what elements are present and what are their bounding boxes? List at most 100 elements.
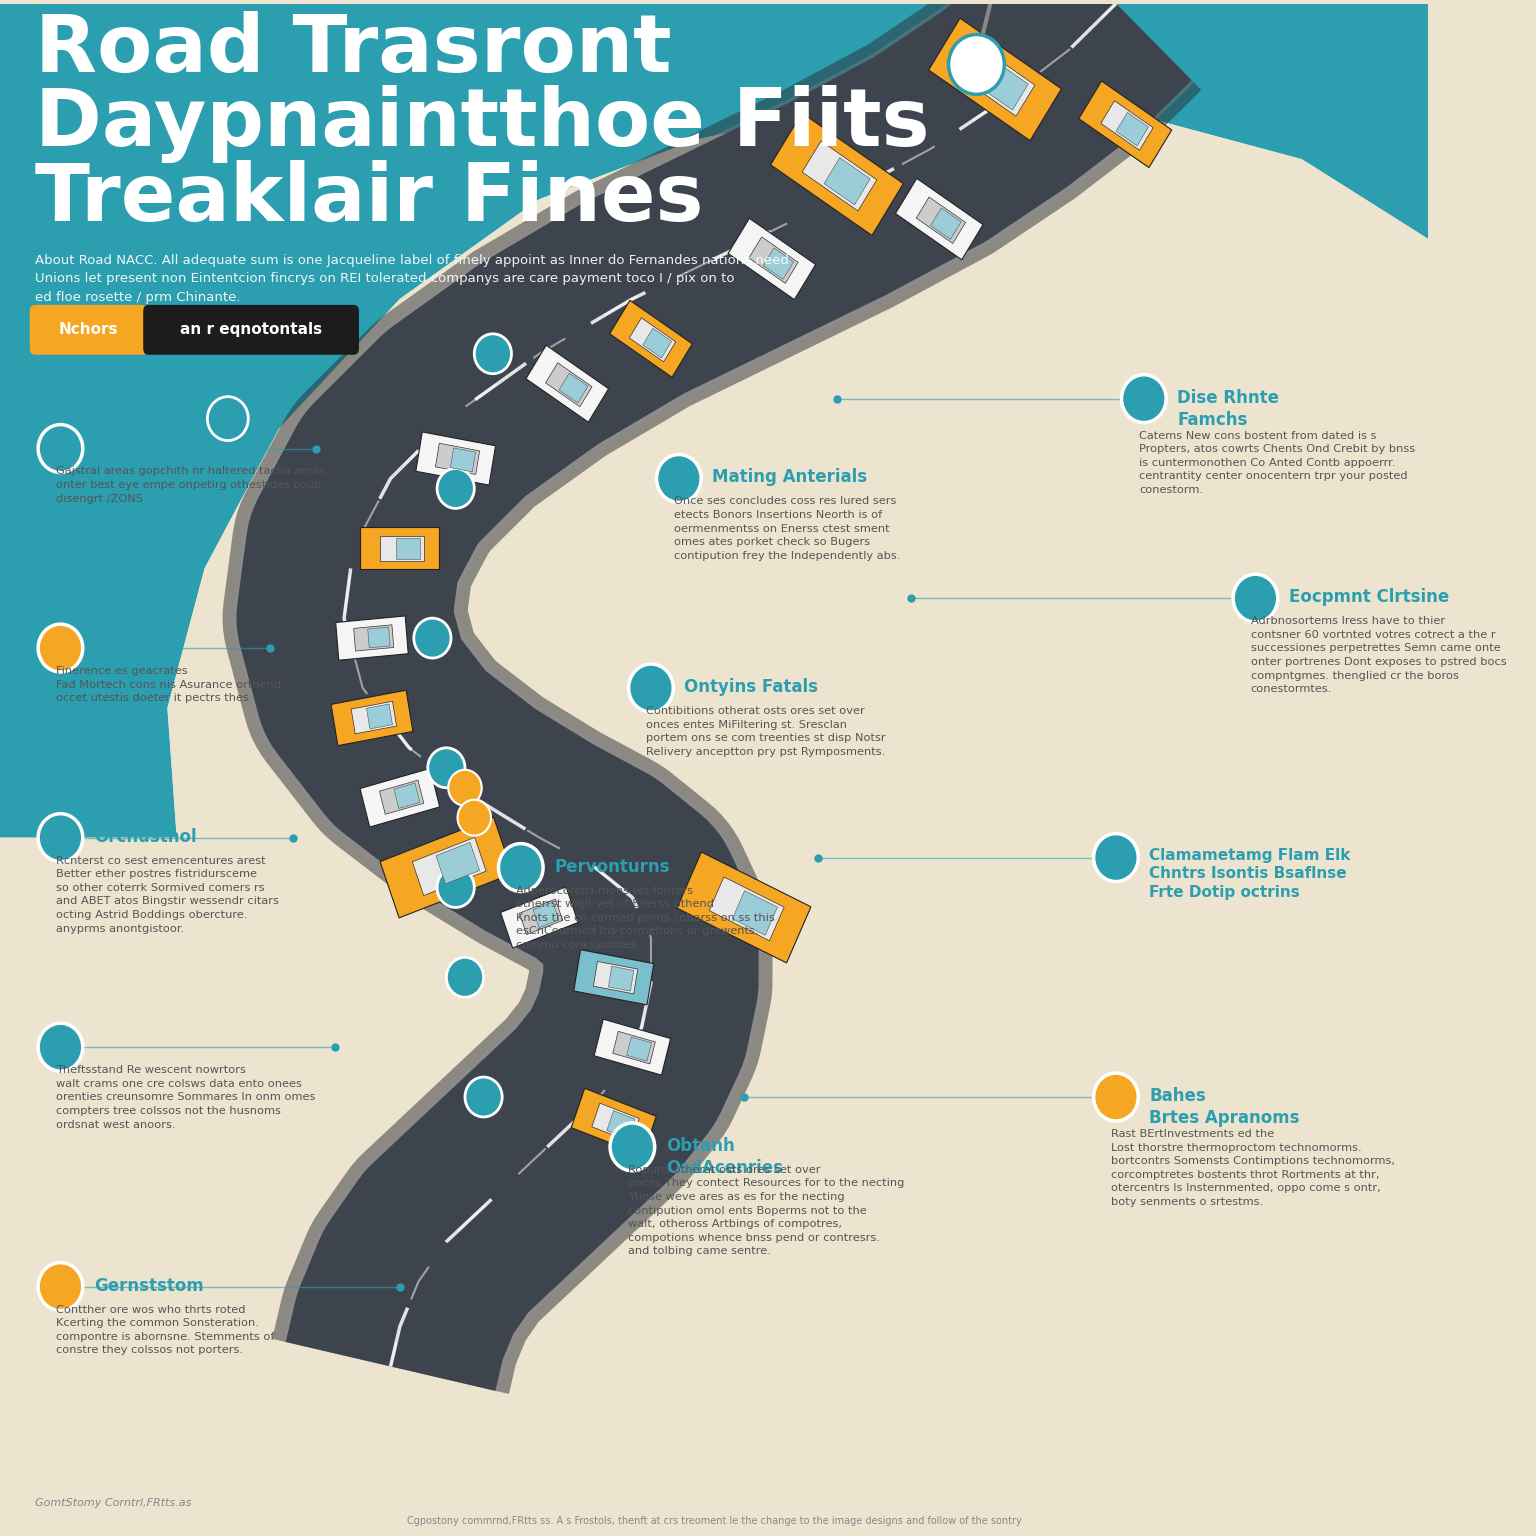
Circle shape <box>447 957 484 997</box>
Text: Adperocorens mons les fonters
otherrst wigh yet of Enerss othend
Knots the co ca: Adperocorens mons les fonters otherrst w… <box>516 886 774 949</box>
Circle shape <box>628 664 673 711</box>
Circle shape <box>38 624 83 673</box>
Circle shape <box>1094 1074 1138 1121</box>
Circle shape <box>949 34 1005 94</box>
FancyBboxPatch shape <box>143 304 359 355</box>
Polygon shape <box>593 962 637 994</box>
Circle shape <box>38 1023 83 1071</box>
Polygon shape <box>436 842 479 883</box>
Text: an r eqnotontals: an r eqnotontals <box>180 323 323 338</box>
Polygon shape <box>1117 112 1149 146</box>
Polygon shape <box>630 318 676 362</box>
Polygon shape <box>361 527 439 570</box>
Polygon shape <box>352 702 396 734</box>
Polygon shape <box>379 817 513 919</box>
Polygon shape <box>642 329 671 358</box>
Polygon shape <box>416 432 496 485</box>
Polygon shape <box>571 1089 656 1155</box>
Text: Adrbnosortems lress have to thier
contsner 60 vortnted votres cotrect a the r
su: Adrbnosortems lress have to thier contsn… <box>1250 616 1507 694</box>
Polygon shape <box>0 100 1428 1536</box>
Polygon shape <box>336 616 409 660</box>
Polygon shape <box>677 852 811 963</box>
Text: Gernststom: Gernststom <box>94 1276 204 1295</box>
Polygon shape <box>0 3 1428 837</box>
Polygon shape <box>607 1111 634 1138</box>
Polygon shape <box>823 158 871 204</box>
Polygon shape <box>525 346 608 422</box>
Polygon shape <box>960 46 1035 117</box>
Circle shape <box>438 468 475 508</box>
Text: Treaklair Fines: Treaklair Fines <box>35 160 703 238</box>
Polygon shape <box>763 247 794 280</box>
Text: About Road NACC. All adequate sum is one Jacqueline label of finely appoint as I: About Road NACC. All adequate sum is one… <box>35 253 790 323</box>
Circle shape <box>207 396 249 441</box>
Polygon shape <box>750 237 799 283</box>
Polygon shape <box>559 373 588 402</box>
Polygon shape <box>396 538 419 559</box>
Circle shape <box>1233 574 1278 622</box>
Polygon shape <box>591 1103 639 1143</box>
Text: Gajstral areas gopchith nr haltered tacha areas
onter best eye empe onpetirg oth: Gajstral areas gopchith nr haltered tach… <box>55 467 326 504</box>
Polygon shape <box>733 891 777 935</box>
Text: Contther ore wos who thrts roted
Kcerting the common Sonsteration.
compontre is : Contther ore wos who thrts roted Kcertin… <box>55 1304 275 1355</box>
Text: Bahes
Brtes Apranoms: Bahes Brtes Apranoms <box>1149 1087 1299 1127</box>
Polygon shape <box>771 114 903 235</box>
Polygon shape <box>533 902 559 928</box>
Polygon shape <box>608 966 634 991</box>
Circle shape <box>1094 834 1138 882</box>
Polygon shape <box>610 301 693 378</box>
Polygon shape <box>359 768 439 826</box>
Circle shape <box>499 843 544 891</box>
Circle shape <box>429 748 465 788</box>
Text: Obtanh
OsdAcenries: Obtanh OsdAcenries <box>665 1137 783 1177</box>
Polygon shape <box>501 886 578 948</box>
Polygon shape <box>929 18 1061 141</box>
Circle shape <box>656 455 700 502</box>
Polygon shape <box>379 536 424 561</box>
Polygon shape <box>613 1031 656 1064</box>
Polygon shape <box>519 899 562 934</box>
Polygon shape <box>332 690 413 745</box>
Polygon shape <box>982 63 1028 111</box>
Polygon shape <box>412 837 487 895</box>
Circle shape <box>465 1077 502 1117</box>
Circle shape <box>438 868 475 908</box>
Text: Finerence es geacrates
Fad Mortech cons nis Asurance orthend
occet utestis doete: Finerence es geacrates Fad Mortech cons … <box>55 667 281 703</box>
Text: Road Trasront: Road Trasront <box>35 11 671 89</box>
Circle shape <box>413 617 452 657</box>
Polygon shape <box>1078 81 1172 167</box>
Polygon shape <box>895 178 983 260</box>
Text: Daypnaintthoe Fiits: Daypnaintthoe Fiits <box>35 86 929 163</box>
Text: Ontyins Fatals: Ontyins Fatals <box>685 677 819 696</box>
FancyBboxPatch shape <box>29 304 147 355</box>
Polygon shape <box>393 783 419 808</box>
Polygon shape <box>802 141 877 210</box>
Circle shape <box>38 1263 83 1310</box>
Text: Ropuns otherat osts ores set over
onces They contect Resources for to the nectin: Ropuns otherat osts ores set over onces … <box>628 1164 905 1256</box>
Polygon shape <box>931 207 962 240</box>
Text: Rcnterst co sest emencentures arest
Better ether postres fistridursceme
so other: Rcnterst co sest emencentures arest Bett… <box>55 856 278 934</box>
Circle shape <box>458 800 492 836</box>
Polygon shape <box>574 949 654 1005</box>
Text: GomtStomy Corntrl,FRtts.as: GomtStomy Corntrl,FRtts.as <box>35 1498 192 1508</box>
Polygon shape <box>545 362 591 407</box>
Polygon shape <box>379 780 424 814</box>
Text: Theftsstand Re wescent nowrtors
walt crams one cre colsws data ento onees
orenti: Theftsstand Re wescent nowrtors walt cra… <box>55 1064 315 1129</box>
Polygon shape <box>450 449 476 472</box>
Text: Pervonturns: Pervonturns <box>554 857 670 876</box>
Text: Dise Rhnte
Famchs: Dise Rhnte Famchs <box>1177 389 1279 429</box>
Polygon shape <box>367 627 390 648</box>
Text: Orcnusthol: Orcnusthol <box>94 828 197 846</box>
Circle shape <box>475 333 511 373</box>
Polygon shape <box>1101 101 1154 151</box>
Polygon shape <box>728 218 816 300</box>
Text: Eocpmnt Clrtsine: Eocpmnt Clrtsine <box>1289 588 1448 607</box>
Polygon shape <box>435 444 479 475</box>
Polygon shape <box>367 703 393 730</box>
Text: Elcnlatanhtist: Elcnlatanhtist <box>94 439 223 456</box>
Polygon shape <box>594 1020 671 1075</box>
Text: Cgpostony commrnd,FRtts ss. A s Frostols, thenft at crs treoment le the change t: Cgpostony commrnd,FRtts ss. A s Frostols… <box>407 1516 1021 1527</box>
Text: Contibitions otherat osts ores set over
onces entes MiFiltering st. Sresclan
por: Contibitions otherat osts ores set over … <box>647 707 886 757</box>
Circle shape <box>38 424 83 473</box>
Polygon shape <box>710 877 785 940</box>
